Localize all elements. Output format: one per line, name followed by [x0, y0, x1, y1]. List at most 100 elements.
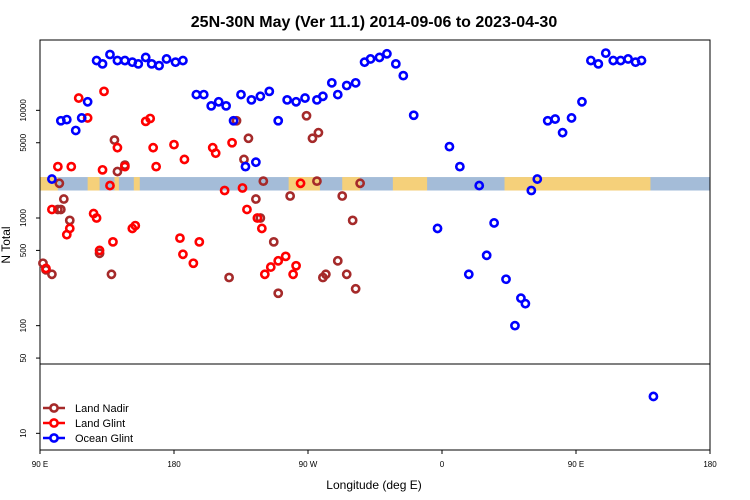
ocean-glint-point [70, 125, 81, 136]
land-nadir-point [273, 288, 284, 299]
legend-label-land-glint: Land Glint [75, 418, 125, 430]
ocean-glint-point [326, 77, 337, 88]
ocean-glint-point [390, 58, 401, 69]
ocean-glint-point [332, 89, 343, 100]
y-tick-label: 1000 [19, 209, 28, 227]
ocean-glint-point [532, 174, 543, 184]
y-tick-label: 500 [19, 243, 28, 257]
land-glint-point [91, 213, 102, 223]
land-glint-point [94, 245, 105, 256]
land-band [40, 177, 58, 191]
ocean-glint-point [178, 55, 188, 66]
land-glint-point [210, 148, 221, 159]
land-glint-point [237, 183, 248, 193]
ocean-glint-point [133, 58, 144, 69]
chart-title: 25N-30N May (Ver 11.1) 2014-09-06 to 202… [191, 14, 558, 31]
surface-band [40, 177, 710, 191]
y-tick-label: 10000 [19, 99, 28, 122]
x-tick-label: 90 E [32, 460, 48, 469]
ocean-glint-point [557, 127, 568, 138]
ocean-glint-point [585, 55, 596, 66]
ocean-glint-point [76, 113, 87, 123]
land-glint-point [188, 258, 199, 269]
land-nadir-point [301, 110, 312, 121]
land-glint-point [273, 255, 284, 266]
ocean-glint-point [408, 110, 419, 121]
legend: Land Nadir Land Glint Ocean Glint [43, 403, 133, 445]
ocean-glint-point [382, 48, 392, 59]
ocean-glint-point [501, 274, 511, 285]
ocean-glint-point [526, 185, 537, 196]
ocean-glint-point [236, 89, 246, 100]
ocean-glint-point [61, 114, 72, 125]
land-nadir-point [268, 236, 279, 247]
ocean-glint-point [282, 94, 293, 105]
land-glint-point [291, 260, 301, 271]
y-tick-label: 10 [19, 428, 28, 437]
land-glint-point [265, 262, 276, 272]
land-nadir-point [112, 166, 123, 177]
ocean-glint-point [140, 52, 151, 63]
land-nadir-point [341, 269, 352, 280]
land-glint-point [178, 249, 188, 260]
ocean-glint-point [365, 54, 376, 64]
land-band [342, 177, 361, 191]
ocean-glint-point [240, 161, 251, 172]
ocean-glint-point [154, 60, 165, 71]
land-glint-point [148, 142, 159, 153]
land-nadir-point [332, 255, 343, 266]
land-nadir-point [320, 269, 331, 280]
ocean-glint-point [213, 96, 224, 107]
ocean-glint-point [300, 93, 310, 103]
land-nadir-point [258, 176, 269, 187]
ocean-glint-point [250, 157, 261, 168]
ocean-glint-point [623, 54, 634, 64]
ocean-glint-point [119, 55, 130, 66]
land-nadir-point [58, 194, 69, 204]
ocean-glint-point [550, 114, 561, 124]
land-band [133, 177, 140, 191]
ocean-glint-point [398, 70, 409, 81]
ocean-glint-point [47, 174, 57, 184]
ocean-glint-point [489, 218, 500, 228]
legend-label-ocean-glint: Ocean Glint [75, 433, 133, 445]
ocean-glint-point [112, 55, 123, 66]
ocean-glint-point [600, 48, 611, 59]
ocean-glint-point [474, 180, 485, 191]
land-glint-point [280, 251, 291, 262]
land-glint-point [119, 161, 130, 172]
land-nadir-point [64, 215, 75, 226]
ocean-glint-point [264, 86, 275, 97]
ocean-glint-point [246, 94, 257, 105]
land-glint-point [112, 142, 123, 153]
land-glint-point [41, 263, 51, 274]
ocean-glint-point [636, 55, 647, 66]
land-nadir-point [55, 204, 66, 215]
land-glint-point [227, 137, 237, 148]
ocean-glint-point [566, 113, 577, 123]
ocean-glint-point [432, 223, 443, 234]
ocean-glint-point [648, 391, 659, 402]
land-glint-point [169, 139, 179, 150]
land-nadir-point [312, 176, 322, 187]
land-glint-point [151, 161, 162, 172]
land-glint-point [242, 204, 252, 215]
ocean-glint-point [542, 115, 553, 126]
ocean-glint-point [255, 91, 266, 102]
ocean-glint-point [350, 77, 361, 88]
land-nadir-point [307, 133, 318, 144]
y-tick-label: 100 [19, 318, 28, 332]
ocean-glint-point [444, 141, 455, 152]
land-glint-point [73, 93, 84, 103]
ocean-glint-point [161, 54, 172, 64]
land-nadir-point [313, 127, 324, 138]
ocean-glint-point [291, 96, 301, 107]
land-glint-point [256, 223, 267, 234]
x-tick-label: 180 [167, 460, 181, 469]
data-points [38, 48, 659, 402]
ocean-glint-point [615, 55, 626, 66]
land-nadir-point [224, 272, 234, 283]
ocean-glint-point [221, 100, 232, 111]
land-glint-point [145, 113, 156, 124]
